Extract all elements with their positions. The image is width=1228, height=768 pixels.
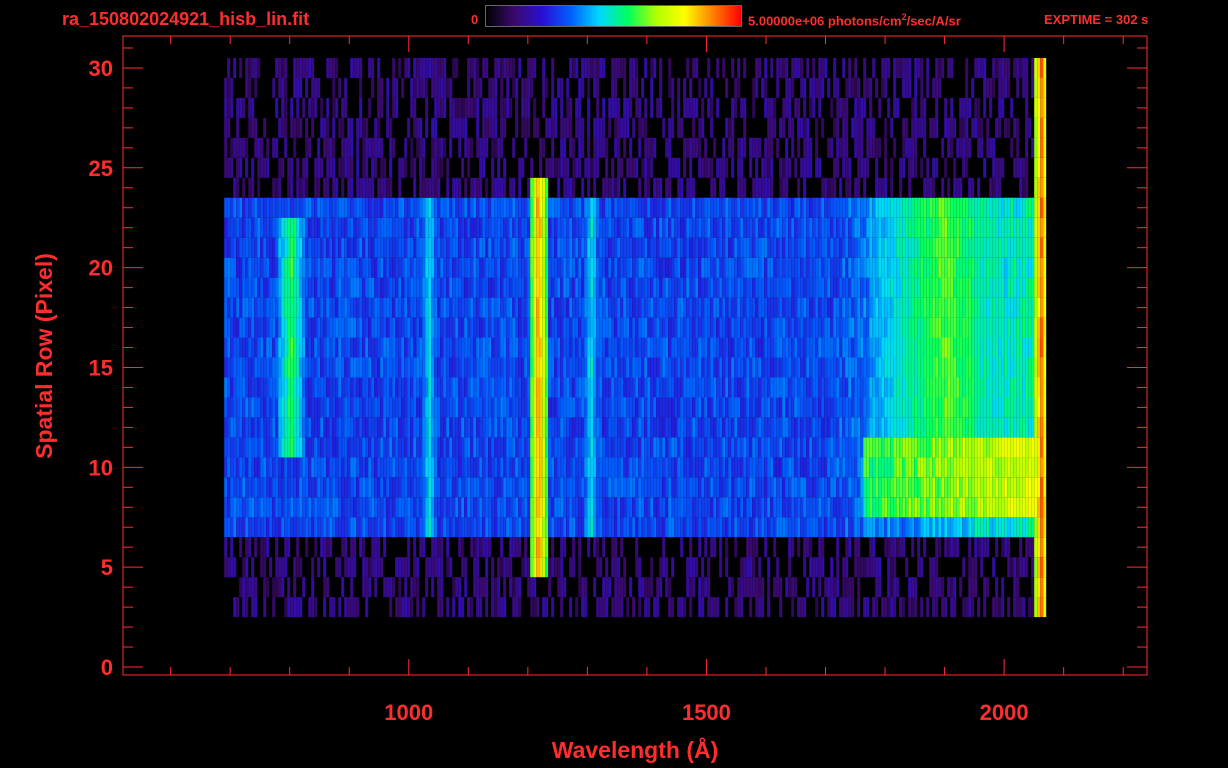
plot-title: ra_150802024921_hisb_lin.fit — [62, 9, 310, 29]
heatmap-image — [224, 58, 1047, 618]
colorbar-units-suffix: /sec/A/sr — [906, 13, 961, 29]
y-tick-label: 25 — [89, 156, 113, 181]
plot-frame — [122, 35, 1148, 676]
colorbar-units: photons/cm — [824, 13, 902, 29]
y-tick-label: 30 — [89, 56, 113, 81]
x-tick-label: 2000 — [980, 700, 1029, 725]
y-axis-label: Spatial Row (Pixel) — [31, 253, 57, 459]
x-tick-label: 1500 — [682, 700, 731, 725]
y-tick-label: 15 — [89, 355, 113, 380]
exposure-time-label: EXPTIME = 302 s — [1044, 12, 1149, 27]
colorbar-min-label: 0 — [471, 12, 479, 27]
x-axis-label: Wavelength (Å) — [552, 736, 719, 763]
y-tick-label: 5 — [101, 555, 113, 580]
colorbar-max-label: 5.00000e+06 photons/cm2/sec/A/sr — [748, 12, 961, 28]
minor-ticks — [123, 36, 1147, 675]
colorbar — [485, 5, 742, 27]
x-axis: 1000 1500 2000 — [384, 36, 1029, 725]
y-tick-label: 20 — [89, 256, 113, 281]
colorbar-max-value: 5.00000e+06 — [748, 13, 825, 29]
x-tick-label: 1000 — [384, 700, 433, 725]
y-axis: 0 5 10 15 20 25 30 — [89, 56, 1147, 680]
colorbar-units-exponent: 2 — [901, 12, 907, 22]
y-tick-label: 0 — [101, 655, 113, 680]
y-tick-label: 10 — [89, 455, 113, 480]
